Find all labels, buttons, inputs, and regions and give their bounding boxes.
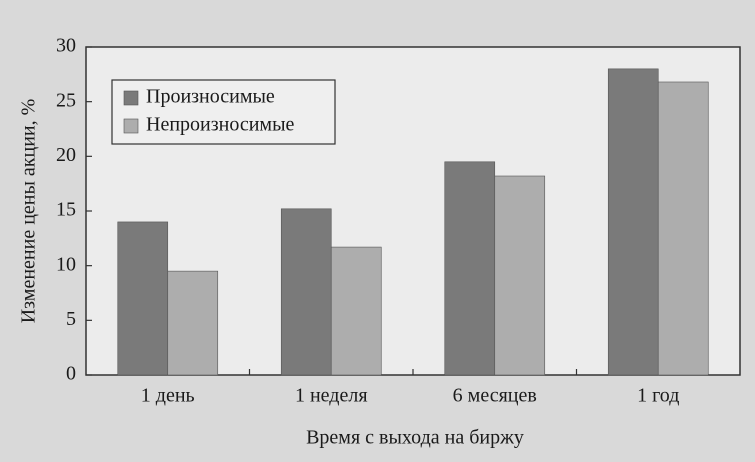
x-tick-label: 6 месяцев	[453, 385, 537, 407]
bar	[444, 161, 496, 376]
y-axis-label: Изменение цены акции, %	[18, 99, 40, 324]
bar	[117, 221, 169, 376]
y-tick-label: 30	[56, 35, 76, 57]
y-tick-label: 25	[56, 89, 76, 111]
bar	[330, 246, 382, 376]
x-tick-label: 1 год	[637, 385, 679, 407]
y-tick-label: 10	[56, 253, 76, 275]
legend-swatch	[123, 90, 139, 106]
y-tick-label: 20	[56, 144, 76, 166]
x-tick-label: 1 день	[141, 385, 195, 407]
y-tick-label: 5	[66, 308, 76, 330]
legend-label: Произносимые	[146, 86, 275, 108]
legend-box	[111, 79, 336, 145]
bar	[494, 175, 546, 376]
x-axis-label: Время с выхода на биржу	[306, 427, 524, 449]
bar	[657, 81, 709, 376]
bar	[167, 270, 219, 376]
y-tick-label: 0	[66, 363, 76, 385]
bar	[280, 208, 332, 376]
y-tick-label: 15	[56, 199, 76, 221]
legend-swatch	[123, 118, 139, 134]
legend-label: Непроизносимые	[146, 114, 295, 136]
x-tick-label: 1 неделя	[295, 385, 368, 407]
bar	[607, 68, 659, 376]
